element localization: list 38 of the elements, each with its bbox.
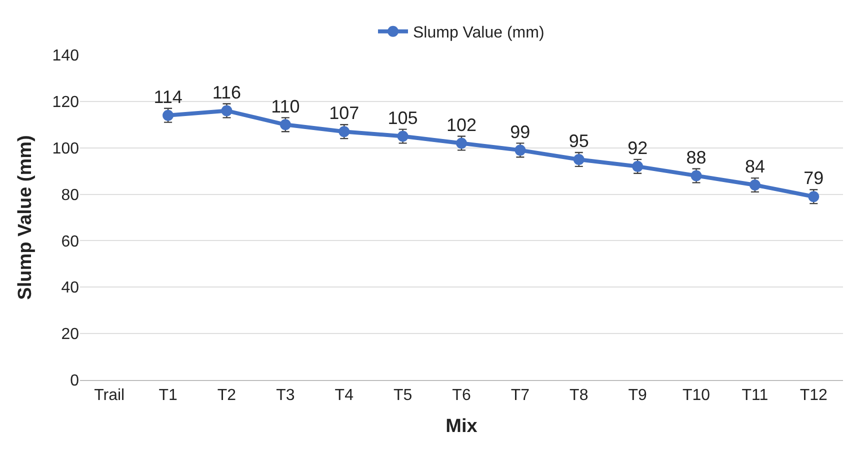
x-tick-label: T10 bbox=[682, 387, 710, 404]
data-label: 107 bbox=[329, 103, 360, 124]
y-tick-label: 60 bbox=[61, 233, 80, 250]
x-axis-title: Mix bbox=[446, 416, 478, 437]
y-tick-label: 140 bbox=[52, 48, 80, 65]
data-label: 79 bbox=[804, 168, 824, 188]
x-tick-label: T3 bbox=[276, 387, 295, 404]
data-label: 116 bbox=[212, 82, 242, 102]
x-tick-label: T2 bbox=[217, 387, 236, 404]
x-tick-label: Trail bbox=[94, 387, 125, 404]
x-tick-label: T9 bbox=[628, 387, 648, 404]
data-label: 92 bbox=[628, 138, 648, 158]
legend-label: Slump Value (mm) bbox=[413, 24, 544, 42]
point bbox=[573, 154, 584, 165]
x-tick-label: T6 bbox=[452, 387, 471, 404]
y-tick-label: 20 bbox=[61, 326, 80, 344]
y-tick-label: 120 bbox=[52, 94, 80, 112]
y-tick-label: 40 bbox=[61, 280, 80, 297]
x-tick-label: T11 bbox=[742, 387, 768, 404]
x-tick-label: T4 bbox=[334, 387, 354, 404]
y-tick-label: 100 bbox=[52, 140, 80, 158]
data-label: 99 bbox=[510, 122, 530, 142]
point bbox=[749, 180, 760, 190]
y-tick-label: 80 bbox=[61, 186, 80, 204]
data-label: 114 bbox=[154, 86, 182, 107]
data-label: 110 bbox=[271, 96, 300, 116]
data-label: 102 bbox=[446, 114, 477, 135]
data-label: 95 bbox=[568, 131, 589, 152]
data-label: 84 bbox=[744, 156, 765, 177]
x-tick-label: T1 bbox=[158, 387, 178, 404]
y-tick-label: 0 bbox=[70, 372, 80, 390]
x-tick-label: T7 bbox=[510, 387, 530, 404]
x-tick-label: T5 bbox=[393, 387, 412, 404]
x-tick-label: T12 bbox=[800, 387, 828, 404]
data-label: 88 bbox=[686, 147, 706, 168]
y-axis-title: Slump Value (mm) bbox=[15, 135, 36, 300]
data-label: 105 bbox=[388, 108, 418, 128]
x-tick-label: T8 bbox=[570, 387, 588, 404]
